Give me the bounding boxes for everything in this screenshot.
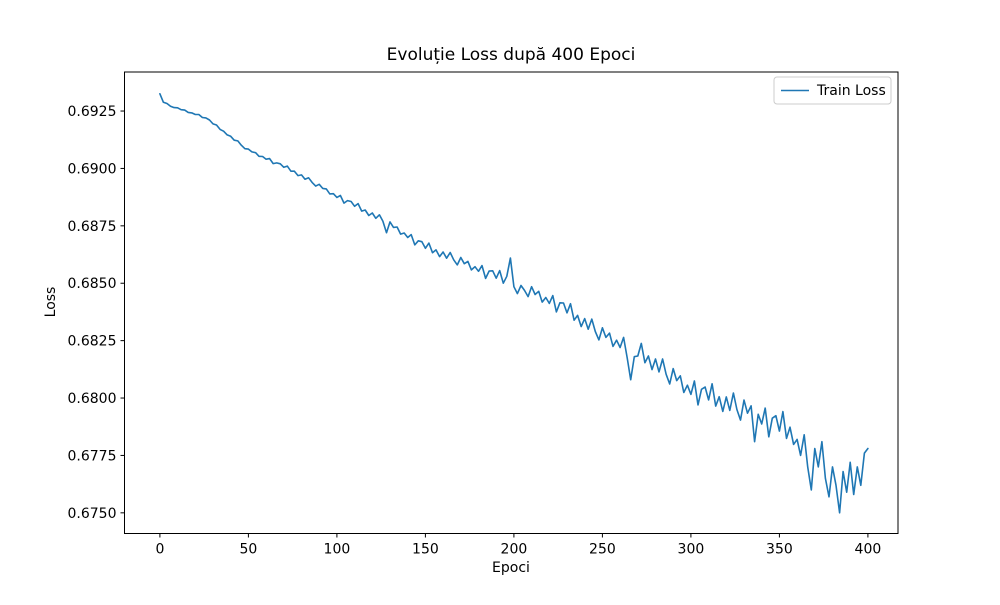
x-tick-label: 0 bbox=[155, 542, 164, 558]
y-tick-label: 0.6925 bbox=[68, 104, 117, 120]
plot-border bbox=[124, 71, 899, 534]
x-tick-label: 100 bbox=[324, 542, 351, 558]
chart-title: Evoluție Loss după 400 Epoci bbox=[387, 45, 636, 65]
y-axis-ticks: 0.6750 0.6775 0.6800 0.6825 0.6850 0.6875 0.69… bbox=[68, 104, 125, 522]
x-tick-label: 350 bbox=[766, 542, 793, 558]
legend-box bbox=[773, 76, 892, 105]
x-axis-label: Epoci bbox=[492, 560, 530, 576]
y-tick-label: 0.6875 bbox=[68, 219, 117, 235]
y-tick-label: 0.6775 bbox=[68, 448, 117, 464]
legend-label-train-loss: Train Loss bbox=[816, 83, 886, 99]
x-tick-label: 300 bbox=[678, 542, 705, 558]
y-tick-label: 0.6900 bbox=[68, 161, 117, 177]
x-tick-label: 150 bbox=[412, 542, 439, 558]
legend: Train Loss bbox=[773, 76, 892, 105]
y-tick-label: 0.6750 bbox=[68, 506, 117, 522]
y-tick-label: 0.6825 bbox=[68, 334, 117, 350]
x-tick-label: 400 bbox=[855, 542, 882, 558]
train-loss-line bbox=[159, 93, 869, 514]
y-tick-label: 0.6800 bbox=[68, 391, 117, 407]
x-tick-label: 200 bbox=[501, 542, 528, 558]
x-tick-label: 50 bbox=[239, 542, 257, 558]
y-tick-label: 0.6850 bbox=[68, 276, 117, 292]
x-tick-label: 250 bbox=[589, 542, 616, 558]
x-axis-ticks: 0 50 100 150 200 250 300 350 400 bbox=[155, 533, 882, 558]
y-axis-label: Loss bbox=[43, 287, 59, 318]
